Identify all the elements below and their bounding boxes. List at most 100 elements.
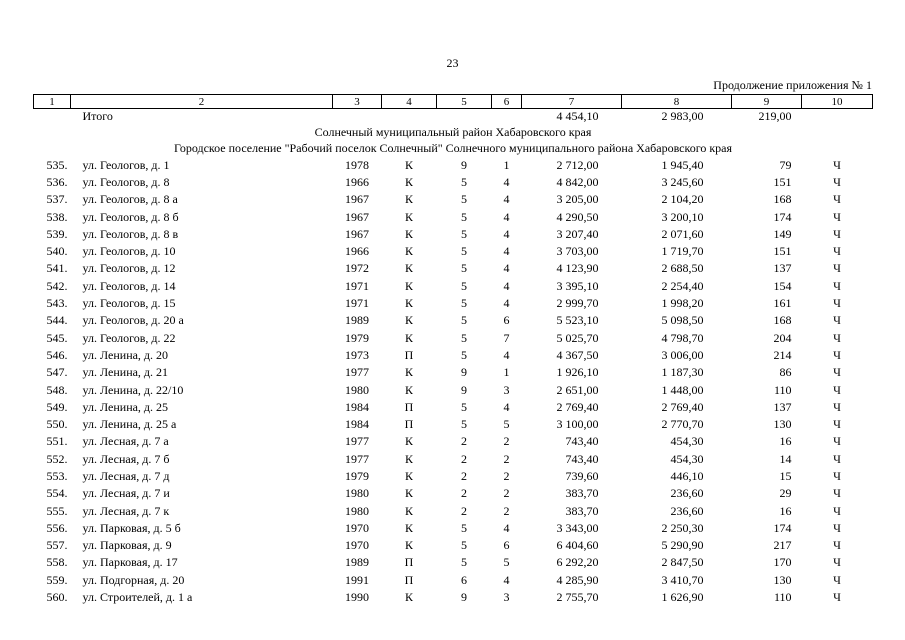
cell-col10: Ч xyxy=(833,296,841,311)
column-header-6: 6 xyxy=(491,94,522,109)
cell-col1: 558. xyxy=(46,555,68,570)
cell-col8: 2 847,50 xyxy=(661,555,704,570)
table-row: 553. ул. Лесная, д. 7 д 1979 К 2 2 739,60 446,1… xyxy=(34,468,873,485)
table-row: 560. ул. Строителей, д. 1 а 1990 К 9 3 2 755,7… xyxy=(34,589,873,606)
cell-col4: К xyxy=(404,174,413,189)
cell-col5 xyxy=(437,109,492,125)
cell-col5: 5 xyxy=(461,244,467,259)
cell-col3: 1967 xyxy=(345,192,369,207)
cell-col5: 9 xyxy=(461,365,467,380)
cell-col6: 4 xyxy=(503,261,510,276)
cell-col1: 553. xyxy=(46,468,68,483)
cell-col2: ул. Геологов, д. 8 xyxy=(82,174,170,189)
cell-col3: 1977 xyxy=(345,451,369,466)
cell-col9: 86 xyxy=(779,365,792,380)
cell-col8: 1 998,20 xyxy=(661,296,704,311)
cell-col7: 739,60 xyxy=(565,468,599,483)
cell-col4: К xyxy=(404,434,413,449)
cell-col5: 5 xyxy=(461,555,467,570)
cell-col9: 110 xyxy=(773,590,792,605)
cell-col10: Ч xyxy=(833,330,841,345)
cell-col2: ул. Лесная, д. 7 б xyxy=(82,451,170,466)
cell-col3: 1980 xyxy=(345,503,369,518)
cell-col7: 4 367,50 xyxy=(556,347,599,362)
totals-row: Итого 4 454,10 2 983,00 219,00 xyxy=(34,109,873,125)
cell-col8: 1 719,70 xyxy=(661,244,704,259)
cell-col9: 130 xyxy=(773,572,792,587)
column-header-10: 10 xyxy=(801,94,873,109)
cell-col7: 6 292,20 xyxy=(556,555,599,570)
cell-col5: 5 xyxy=(461,209,467,224)
cell-col5: 5 xyxy=(461,538,467,553)
cell-col9: 130 xyxy=(773,417,792,432)
cell-col6: 2 xyxy=(503,486,510,501)
table-row: 538. ул. Геологов, д. 8 б 1967 К 5 4 4 290,50 3… xyxy=(34,208,873,225)
cell-col1: 539. xyxy=(46,226,68,241)
cell-col5: 5 xyxy=(461,347,467,362)
cell-col5: 5 xyxy=(461,417,467,432)
cell-col8: 3 410,70 xyxy=(661,572,704,587)
cell-col2: ул. Геологов, д. 14 xyxy=(82,278,176,293)
table-row: 559. ул. Подгорная, д. 20 1991 П 6 4 4 285,90 3… xyxy=(34,572,873,589)
section-header-row-1: Солнечный муниципальный район Хабаровско… xyxy=(34,125,873,141)
cell-col5: 5 xyxy=(461,226,467,241)
column-header-4: 4 xyxy=(381,94,437,109)
cell-col9: 151 xyxy=(773,244,792,259)
cell-col8: 3 245,60 xyxy=(661,174,704,189)
cell-col7: 1 926,10 xyxy=(556,365,599,380)
cell-col10: Ч xyxy=(833,590,841,605)
section-header: Городское поселение "Рабочий поселок Сол… xyxy=(173,141,733,155)
cell-col9: 151 xyxy=(773,174,792,189)
cell-col8: 1 945,40 xyxy=(661,157,704,172)
table-row: 549. ул. Ленина, д. 25 1984 П 5 4 2 769,40 2 76… xyxy=(34,399,873,416)
cell-col4: К xyxy=(404,468,413,483)
cell-col8: 1 448,00 xyxy=(661,382,704,397)
cell-col9: 15 xyxy=(779,468,792,483)
cell-col6: 4 xyxy=(503,296,510,311)
cell-col1: 535. xyxy=(46,157,68,172)
cell-col9: 79 xyxy=(779,157,792,172)
cell-col2: ул. Ленина, д. 25 а xyxy=(82,417,177,432)
cell-col10: Ч xyxy=(833,209,841,224)
column-header-5: 5 xyxy=(436,94,492,109)
cell-col6: 2 xyxy=(503,503,510,518)
cell-col10: Ч xyxy=(833,278,841,293)
cell-col1: 543. xyxy=(46,296,68,311)
cell-col8: 5 098,50 xyxy=(661,313,704,328)
cell-col1: 546. xyxy=(46,347,68,362)
cell-col4: К xyxy=(404,209,413,224)
cell-col10: Ч xyxy=(833,468,841,483)
cell-col3: 1977 xyxy=(345,434,369,449)
cell-col9: 149 xyxy=(773,226,792,241)
cell-col2: ул. Ленина, д. 20 xyxy=(82,347,169,362)
cell-col3: 1991 xyxy=(345,572,369,587)
cell-col2: ул. Парковая, д. 17 xyxy=(82,555,178,570)
cell-col8: 4 798,70 xyxy=(661,330,704,345)
cell-col4: К xyxy=(404,382,413,397)
cell-col8: 2 250,30 xyxy=(661,520,704,535)
cell-col4: К xyxy=(404,192,413,207)
cell-col6: 4 xyxy=(503,572,510,587)
cell-col1: 549. xyxy=(46,399,68,414)
cell-col10: Ч xyxy=(833,503,841,518)
cell-col9: 29 xyxy=(779,486,792,501)
cell-col3: 1971 xyxy=(345,296,369,311)
cell-col7: 6 404,60 xyxy=(556,538,599,553)
cell-col3: 1967 xyxy=(345,226,369,241)
page-number: 23 xyxy=(446,56,459,70)
cell-col2: ул. Ленина, д. 22/10 xyxy=(82,382,184,397)
cell-col4: К xyxy=(404,278,413,293)
cell-col7: 3 343,00 xyxy=(556,520,599,535)
cell-col4: П xyxy=(404,572,414,587)
cell-col3: 1980 xyxy=(345,382,369,397)
cell-col3: 1980 xyxy=(345,486,369,501)
cell-col4: К xyxy=(404,157,413,172)
cell-col9: 174 xyxy=(773,209,792,224)
cell-col6: 6 xyxy=(503,313,510,328)
cell-col5: 9 xyxy=(461,382,467,397)
cell-col4: К xyxy=(404,520,413,535)
cell-col4: К xyxy=(404,538,413,553)
cell-col2: ул. Лесная, д. 7 и xyxy=(82,486,170,501)
cell-col2: ул. Геологов, д. 12 xyxy=(82,261,176,276)
cell-col8: 2 254,40 xyxy=(661,278,704,293)
